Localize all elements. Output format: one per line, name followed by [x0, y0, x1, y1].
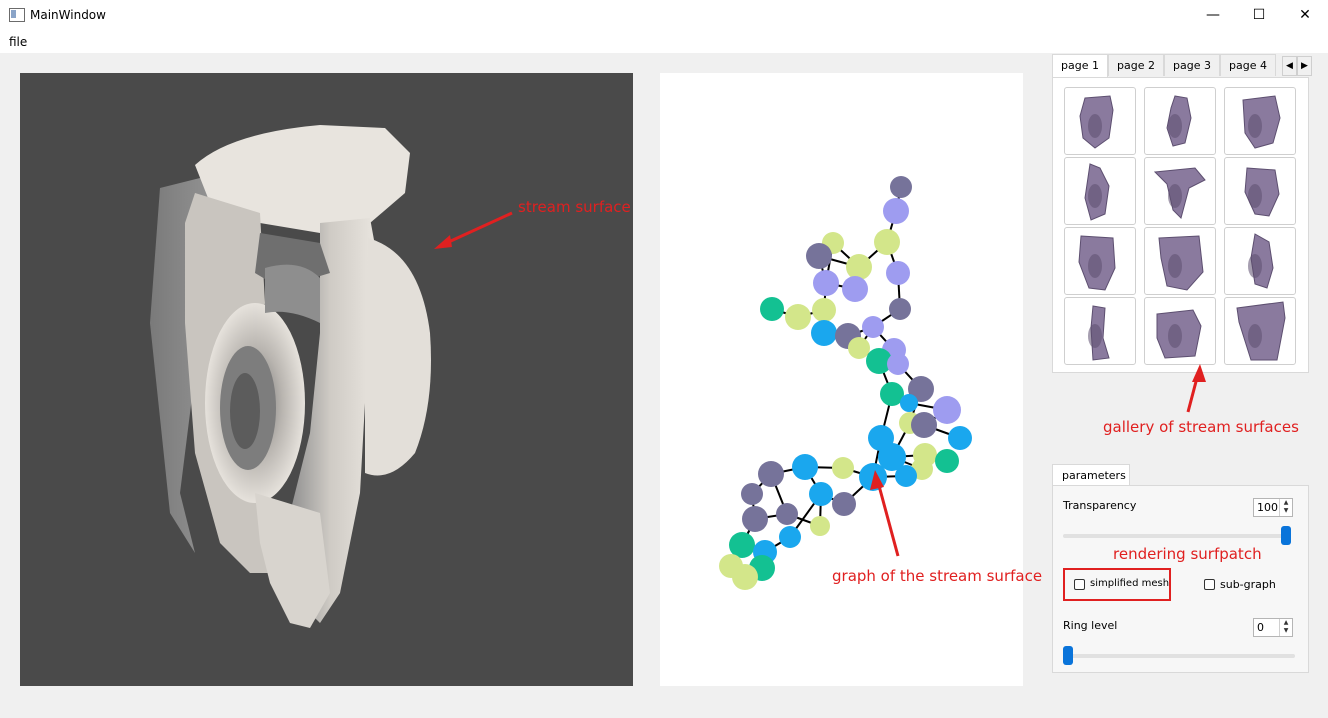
- stream-surface-viewport[interactable]: [20, 73, 633, 686]
- spin-arrows-icon[interactable]: ▲ ▼: [1279, 499, 1292, 516]
- graph-node[interactable]: [895, 465, 917, 487]
- subgraph-checkbox[interactable]: [1204, 579, 1215, 590]
- ring-level-slider[interactable]: [1063, 654, 1295, 658]
- app-window-icon: [9, 8, 25, 22]
- graph-node[interactable]: [813, 270, 839, 296]
- graph-node[interactable]: [886, 261, 910, 285]
- transparency-slider[interactable]: [1063, 534, 1291, 538]
- title-bar: MainWindow — ☐ ✕: [0, 0, 1328, 31]
- graph-node[interactable]: [806, 243, 832, 269]
- stream-surface-arrow: [434, 211, 513, 249]
- gallery-tab-bar: page 1 page 2 page 3 page 4 ◀ ▶: [1052, 54, 1312, 77]
- graph-node[interactable]: [779, 526, 801, 548]
- graph-node[interactable]: [948, 426, 972, 450]
- ring-level-spinbox[interactable]: 0 ▲ ▼: [1253, 618, 1293, 637]
- ring-level-slider-handle[interactable]: [1063, 646, 1073, 665]
- graph-node[interactable]: [811, 320, 837, 346]
- gallery-arrow: [1186, 364, 1206, 413]
- close-button[interactable]: ✕: [1299, 7, 1311, 23]
- transparency-slider-handle[interactable]: [1281, 526, 1291, 545]
- subgraph-label: sub-graph: [1220, 578, 1276, 591]
- simplified-mesh-checkbox[interactable]: [1074, 579, 1085, 590]
- tab-page-2[interactable]: page 2: [1108, 54, 1164, 76]
- tab-page-4[interactable]: page 4: [1220, 54, 1276, 76]
- graph-node[interactable]: [862, 316, 884, 338]
- graph-node[interactable]: [889, 298, 911, 320]
- gallery-thumbnail[interactable]: [1224, 87, 1296, 155]
- gallery-thumbnail[interactable]: [1064, 297, 1136, 365]
- stream-surface-annotation: stream surface: [518, 198, 631, 216]
- graph-node[interactable]: [874, 229, 900, 255]
- transparency-spinbox[interactable]: 100 ▲ ▼: [1253, 498, 1293, 517]
- graph-node[interactable]: [890, 176, 912, 198]
- maximize-button[interactable]: ☐: [1252, 7, 1266, 23]
- graph-node[interactable]: [758, 461, 784, 487]
- transparency-value: 100: [1257, 501, 1278, 514]
- graph-node[interactable]: [846, 254, 872, 280]
- graph-node[interactable]: [908, 376, 934, 402]
- gallery-thumbnail[interactable]: [1144, 297, 1216, 365]
- graph-node[interactable]: [810, 516, 830, 536]
- graph-node[interactable]: [911, 412, 937, 438]
- graph-node[interactable]: [933, 396, 961, 424]
- graph-node[interactable]: [935, 449, 959, 473]
- graph-node[interactable]: [900, 394, 918, 412]
- gallery-thumbnail[interactable]: [1224, 157, 1296, 225]
- gallery-thumbnail[interactable]: [1224, 227, 1296, 295]
- ring-level-label: Ring level: [1063, 619, 1118, 632]
- graph-panel[interactable]: [660, 73, 1023, 686]
- stream-surface-graph: [719, 176, 972, 590]
- graph-node[interactable]: [842, 276, 868, 302]
- graph-node[interactable]: [742, 506, 768, 532]
- graph-node[interactable]: [878, 443, 906, 471]
- transparency-label: Transparency: [1063, 499, 1137, 512]
- graph-node[interactable]: [880, 382, 904, 406]
- gallery-thumbnail[interactable]: [1144, 87, 1216, 155]
- graph-node[interactable]: [866, 348, 892, 374]
- graph-node[interactable]: [776, 503, 798, 525]
- parameters-panel: Transparency 100 ▲ ▼ rendering surfpatch …: [1052, 485, 1309, 673]
- graph-node[interactable]: [832, 492, 856, 516]
- tab-parameters[interactable]: parameters: [1052, 464, 1130, 486]
- graph-node[interactable]: [848, 337, 870, 359]
- gallery-annotation: gallery of stream surfaces: [1103, 418, 1299, 436]
- rendering-annotation: rendering surfpatch: [1113, 545, 1262, 563]
- stream-surface-gallery: [1052, 77, 1309, 373]
- menu-file[interactable]: file: [9, 35, 28, 49]
- graph-node[interactable]: [883, 198, 909, 224]
- simplified-mesh-label: simplified mesh: [1090, 578, 1170, 589]
- gallery-thumbnail[interactable]: [1144, 227, 1216, 295]
- tab-page-1[interactable]: page 1: [1052, 54, 1108, 77]
- spin-arrows-icon[interactable]: ▲ ▼: [1279, 619, 1292, 636]
- gallery-thumbnail[interactable]: [1064, 87, 1136, 155]
- simplified-mesh-highlight: [1063, 568, 1171, 601]
- graph-node[interactable]: [785, 304, 811, 330]
- menu-bar: file: [0, 31, 1328, 53]
- stream-surface-render: [150, 125, 431, 628]
- tab-scroll-right-icon[interactable]: ▶: [1297, 56, 1312, 76]
- graph-node[interactable]: [760, 297, 784, 321]
- ring-level-value: 0: [1257, 621, 1264, 634]
- graph-node[interactable]: [792, 454, 818, 480]
- graph-node[interactable]: [812, 298, 836, 322]
- graph-node[interactable]: [741, 483, 763, 505]
- gallery-thumbnail[interactable]: [1064, 227, 1136, 295]
- gallery-thumbnail[interactable]: [1144, 157, 1216, 225]
- gallery-thumbnail[interactable]: [1224, 297, 1296, 365]
- window-title: MainWindow: [30, 8, 106, 22]
- graph-node[interactable]: [729, 532, 755, 558]
- gallery-thumbnail[interactable]: [1064, 157, 1136, 225]
- tab-scroll-left-icon[interactable]: ◀: [1282, 56, 1297, 76]
- graph-node[interactable]: [732, 564, 758, 590]
- graph-annotation: graph of the stream surface: [832, 567, 1043, 585]
- graph-node[interactable]: [832, 457, 854, 479]
- minimize-button[interactable]: —: [1206, 7, 1220, 23]
- graph-arrow: [870, 470, 900, 557]
- graph-node[interactable]: [809, 482, 833, 506]
- tab-page-3[interactable]: page 3: [1164, 54, 1220, 76]
- graph-node[interactable]: [887, 353, 909, 375]
